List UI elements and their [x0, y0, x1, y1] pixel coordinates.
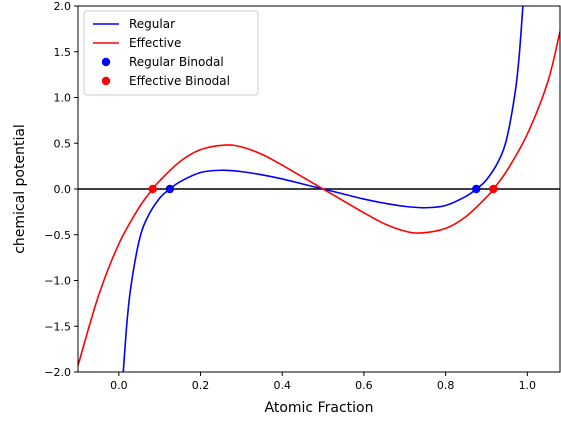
y-tick-label: −0.5 — [44, 229, 71, 242]
legend-label: Effective Binodal — [129, 74, 230, 88]
x-tick-label: 0.0 — [110, 379, 128, 392]
legend-label: Effective — [129, 36, 181, 50]
x-tick-label: 0.4 — [273, 379, 291, 392]
binodal-point-3-1 — [489, 184, 498, 194]
y-tick-label: 0.5 — [54, 137, 72, 150]
y-tick-label: 1.5 — [54, 46, 72, 59]
x-tick-label: 0.6 — [355, 379, 373, 392]
y-tick-label: 2.0 — [54, 0, 72, 13]
y-tick-label: −2.0 — [44, 366, 71, 379]
y-tick-label: −1.0 — [44, 275, 71, 288]
legend-box — [83, 10, 259, 96]
binodal-point-2-1 — [472, 184, 481, 194]
y-tick-label: 0.0 — [54, 183, 72, 196]
x-tick-label: 0.8 — [437, 379, 455, 392]
legend: Regular Effective Regular Binodal Effective… — [83, 10, 259, 96]
binodal-point-3-0 — [148, 184, 157, 194]
plot-area — [78, 6, 560, 372]
legend-swatch — [101, 57, 111, 67]
y-tick-label: −1.5 — [44, 320, 71, 333]
x-tick-label: 0.2 — [192, 379, 210, 392]
binodal-point-2-0 — [165, 184, 175, 194]
x-axis-label: Atomic Fraction — [265, 400, 374, 416]
y-axis-label: chemical potential — [12, 124, 28, 254]
x-tick-label: 1.0 — [519, 379, 537, 392]
legend-swatch — [101, 76, 111, 86]
y-axis: −2.0 −1.5 −1.0 −0.5 0.0 0.5 1.0 1.5 2.0 — [44, 0, 78, 379]
x-axis: 0.0 0.2 0.4 0.6 0.8 1.0 — [110, 372, 536, 392]
legend-label: Regular — [129, 17, 175, 31]
y-tick-label: 1.0 — [54, 92, 72, 105]
legend-label: Regular Binodal — [129, 55, 224, 69]
